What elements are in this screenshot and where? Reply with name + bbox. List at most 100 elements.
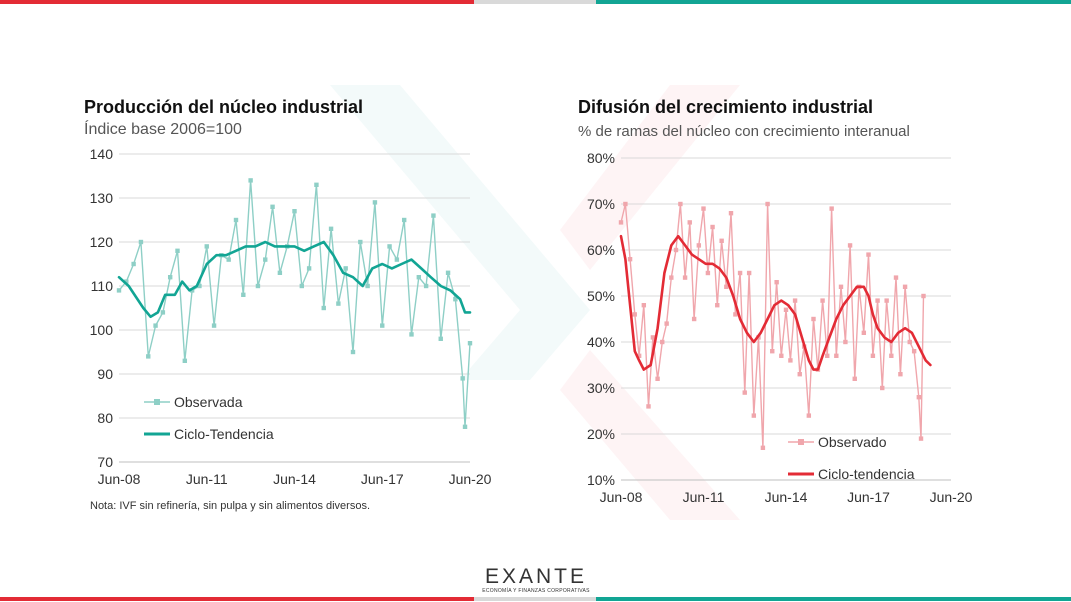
chart1-series-1-point — [462, 424, 468, 429]
chart2-series-1-point — [852, 376, 857, 381]
chart2-xtick-label: Jun-14 — [765, 489, 808, 505]
chart2-series-1-point — [751, 413, 757, 418]
chart2-series-1-point — [870, 353, 876, 358]
chart2-series-1-point — [673, 247, 679, 253]
chart1-series-1-point — [248, 178, 253, 183]
chart1-series-1-point — [336, 301, 341, 306]
chart2-series-1-point — [806, 413, 812, 418]
chart2-series-1-point — [687, 220, 692, 225]
chart2-series-1-point — [820, 298, 825, 303]
chart2-series-1-point — [893, 275, 899, 280]
chart2-series-1-point — [911, 349, 917, 354]
chart2-series-1-point — [843, 339, 848, 345]
logo-tagline: ECONOMÍA Y FINANZAS CORPORATIVAS — [482, 588, 590, 594]
chart2-series-1-line — [620, 203, 925, 449]
top-bar-gray — [474, 0, 596, 4]
chart2-series-1-point — [898, 372, 903, 377]
chart1-ytick-label: 90 — [97, 366, 113, 382]
chart1-series-1-point — [226, 257, 231, 262]
chart2-series-1-point — [902, 284, 908, 289]
chart2-series-1-point — [829, 206, 834, 211]
chart2-series-1-point — [847, 243, 853, 248]
chart2-ytick-label: 40% — [587, 334, 615, 350]
chart1-series-1-point — [270, 204, 275, 209]
chart1-series-2-line — [117, 240, 472, 319]
chart2-series-1-point — [907, 339, 912, 345]
chart2-series-1-point — [618, 220, 624, 225]
chart1-series-1-point — [175, 248, 180, 253]
chart1-series-1-point — [358, 239, 363, 245]
chart2-series-1-point — [880, 385, 885, 391]
chart1-note: Nota: IVF sin refinería, sin pulpa y sin… — [90, 500, 371, 512]
chart2-series-1-point — [669, 275, 674, 280]
chart1-xtick-label: Jun-11 — [186, 471, 228, 487]
chart1-ytick-label: 70 — [97, 454, 113, 470]
chart1-ytick-label: 140 — [90, 146, 114, 162]
chart1-ytick-label: 80 — [97, 410, 113, 426]
chart1-series-1-point — [343, 266, 348, 271]
chart2-series-1-point — [918, 436, 924, 441]
chart1-series-1-point — [146, 354, 151, 359]
chart1-xtick-label: Jun-20 — [449, 471, 492, 487]
chart2-series-1-point — [770, 349, 775, 354]
chart1-series-1-point — [233, 217, 239, 223]
chart2-ytick-label: 70% — [587, 196, 615, 212]
exante-logo: EXANTE ECONOMÍA Y FINANZAS CORPORATIVAS — [481, 566, 591, 595]
chart2-title: Difusión del crecimiento industrial — [578, 97, 874, 117]
chart1-series-1-point — [394, 257, 400, 262]
chart2-xtick-label: Jun-20 — [930, 489, 973, 505]
chart1-xtick-label: Jun-08 — [98, 471, 141, 487]
chart2-series-1-point — [760, 445, 766, 450]
chart2-series-1-point — [838, 284, 844, 289]
chart1-series-1-point — [365, 283, 370, 289]
chart2-series-1-point — [746, 270, 752, 276]
chart2-series-1-point — [627, 257, 633, 262]
chart1-series-1-point — [460, 376, 465, 381]
chart1-legend-label-2: Ciclo-Tendencia — [174, 426, 274, 442]
chart2-series-1-point — [691, 316, 697, 322]
chart1-series-1-point — [299, 283, 305, 289]
chart1-xtick-label: Jun-17 — [361, 471, 404, 487]
chart2-series-1-point — [682, 275, 688, 280]
chart2-series-1-point — [701, 206, 706, 211]
chart1-series-1-point — [438, 336, 443, 341]
chart1-ytick-label: 120 — [90, 234, 114, 250]
chart2-ytick-label: 10% — [587, 472, 615, 488]
top-bar-red — [0, 0, 474, 4]
chart1-ytick-label: 100 — [90, 322, 114, 338]
chart1-series-1-point — [167, 275, 173, 280]
chart1-series-1-point — [314, 182, 319, 187]
chart2-series-1-point — [636, 353, 642, 358]
chart1-series-1-point — [263, 257, 268, 262]
chart1-series-1-point — [372, 200, 378, 205]
chart2-series-1-point — [765, 201, 770, 207]
chart2-series-1-point — [728, 211, 734, 216]
chart1-series-1-point — [211, 323, 217, 328]
chart2-series-1-point — [710, 224, 715, 230]
chart1-series-1-point — [138, 239, 144, 245]
chart2-series-1-point — [696, 243, 702, 248]
chart1-series-1-point — [204, 244, 209, 249]
chart2-series-1-point — [774, 280, 779, 285]
chart1-series-1-point — [453, 297, 458, 302]
chart1-series-1-point — [380, 323, 385, 328]
chart1-series-1-point — [423, 283, 429, 289]
chart1-series-1-point — [306, 266, 312, 271]
chart1-series-1-point — [153, 323, 158, 328]
chart1-series-1-point — [197, 283, 202, 289]
chart2-xtick-label: Jun-11 — [683, 489, 725, 505]
chart2-series-1-point — [632, 312, 637, 317]
chart2-legend-label-2: Ciclo-tendencia — [818, 466, 915, 482]
chart2-series-1-point — [733, 312, 738, 317]
chart2-series-1-point — [660, 339, 665, 345]
chart2-series-1-point — [783, 307, 789, 312]
chart2-series-1-point — [719, 238, 724, 243]
chart2-series-1-point — [655, 376, 660, 381]
chart2-series-1-point — [834, 353, 839, 358]
chart1-series-1-point — [328, 226, 334, 231]
chart1-series-1-point — [241, 292, 246, 297]
chart2-series-1-point — [737, 270, 743, 276]
chart1-series-1-point — [467, 341, 473, 346]
